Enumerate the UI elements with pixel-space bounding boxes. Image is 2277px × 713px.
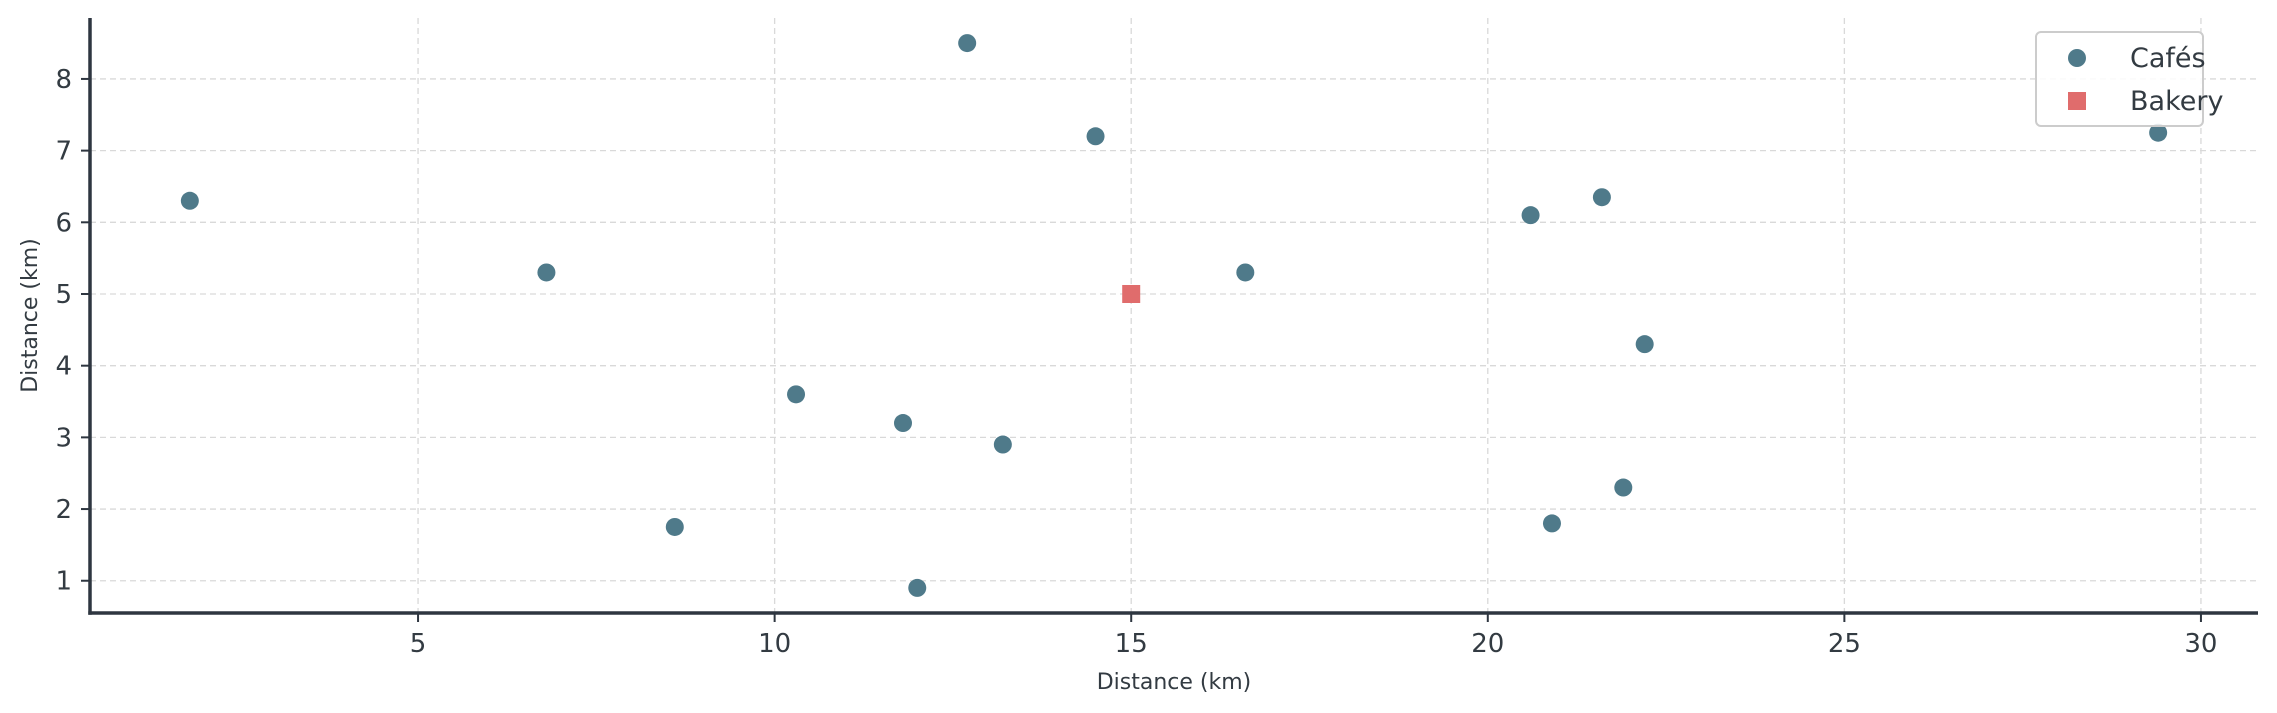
y-tick-label: 6 bbox=[55, 208, 72, 238]
cafe-point bbox=[1592, 188, 1611, 207]
cafe-point bbox=[1542, 514, 1561, 533]
cafe-point bbox=[1614, 478, 1633, 497]
legend-label-bakery: Bakery bbox=[2130, 86, 2223, 117]
x-tick-label: 15 bbox=[1115, 629, 1148, 659]
y-tick-label: 5 bbox=[55, 280, 72, 310]
grid-lines bbox=[90, 18, 2258, 613]
legend-marker-cafes bbox=[2068, 49, 2086, 67]
x-tick-label: 10 bbox=[758, 629, 791, 659]
cafe-point bbox=[537, 263, 556, 282]
axis-ticks: 5 10 15 20 25 30 1 2 3 4 5 6 7 8 bbox=[55, 65, 2217, 659]
cafe-point bbox=[993, 435, 1012, 454]
bakery-point bbox=[1122, 284, 1141, 303]
data-points bbox=[180, 34, 2168, 597]
cafe-point bbox=[1236, 263, 1255, 282]
x-tick-label: 20 bbox=[1471, 629, 1504, 659]
cafe-point bbox=[908, 578, 927, 597]
cafe-point bbox=[1521, 206, 1540, 225]
x-tick-label: 30 bbox=[2184, 629, 2217, 659]
legend-label-cafes: Cafés bbox=[2130, 43, 2206, 74]
x-tick-label: 25 bbox=[1828, 629, 1861, 659]
x-axis-title: Distance (km) bbox=[1097, 670, 1252, 695]
y-tick-label: 2 bbox=[55, 495, 72, 525]
legend: Cafés Bakery bbox=[2035, 31, 2223, 127]
y-tick-label: 4 bbox=[55, 352, 72, 382]
y-tick-label: 3 bbox=[55, 423, 72, 453]
cafe-point bbox=[1635, 335, 1654, 354]
cafe-point bbox=[958, 34, 977, 53]
legend-marker-bakery bbox=[2068, 92, 2086, 110]
cafe-point bbox=[2149, 123, 2168, 142]
cafe-point bbox=[894, 414, 912, 433]
cafe-point bbox=[665, 517, 684, 536]
cafe-point bbox=[180, 191, 199, 210]
y-tick-label: 8 bbox=[55, 65, 72, 95]
cafe-point bbox=[1086, 127, 1105, 146]
y-tick-label: 7 bbox=[55, 137, 72, 167]
y-axis-title: Distance (km) bbox=[18, 238, 43, 393]
axes-spines bbox=[88, 18, 2258, 615]
cafe-point bbox=[787, 385, 806, 404]
x-tick-label: 5 bbox=[410, 629, 427, 659]
y-tick-label: 1 bbox=[55, 567, 72, 597]
